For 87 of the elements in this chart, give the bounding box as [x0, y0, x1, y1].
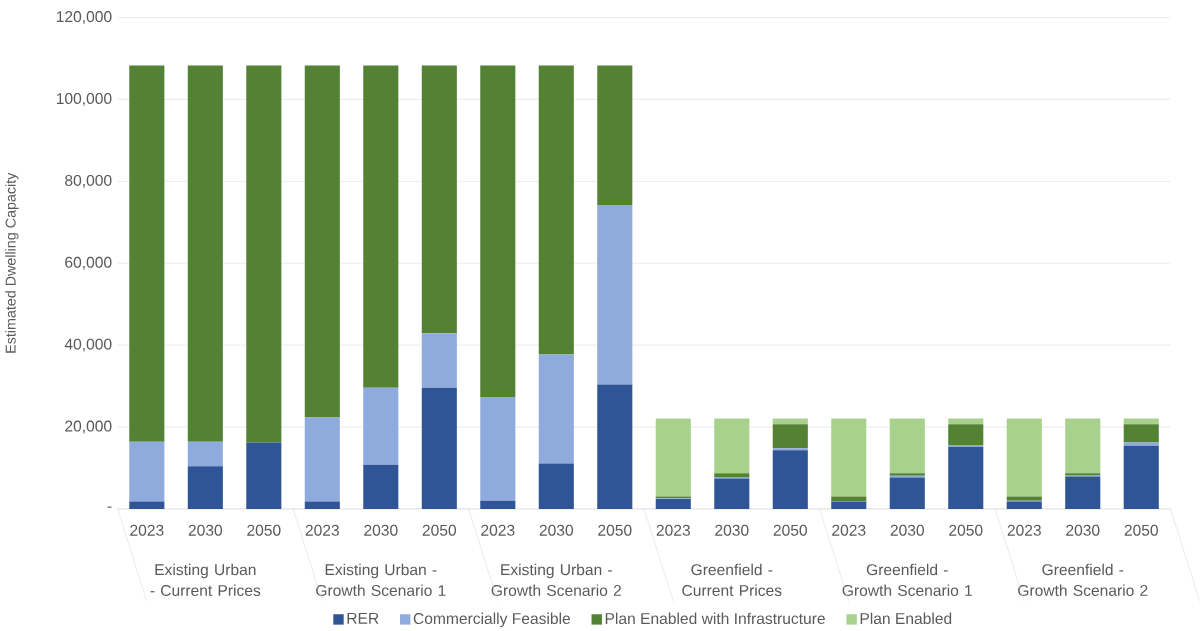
- bar: [538, 354, 574, 464]
- bar: [304, 417, 340, 502]
- bar: [831, 501, 867, 509]
- bar: [1006, 418, 1042, 497]
- x-tick-label: 2050: [773, 524, 808, 536]
- x-tick-label: 2050: [247, 524, 281, 536]
- text: Existing Urban - Growth Scenario 2: [491, 563, 621, 596]
- bar: [187, 441, 223, 467]
- x-tick-label: 2023: [656, 524, 690, 536]
- bar: [948, 444, 984, 447]
- text: Greenfield - Current Prices: [682, 563, 782, 596]
- bar: [538, 65, 574, 355]
- bar: [1123, 442, 1159, 446]
- text: Existing Urban - Current Prices: [150, 563, 261, 596]
- bar: [304, 501, 340, 509]
- x-tick-label: 2030: [1066, 524, 1100, 536]
- bar: [246, 65, 282, 443]
- bar: [363, 464, 399, 509]
- x-tick-label: 2023: [305, 524, 339, 536]
- bar: [1006, 496, 1042, 501]
- bar: [304, 65, 340, 418]
- bar: [655, 498, 691, 509]
- bar: [480, 396, 516, 501]
- bar: [187, 65, 223, 442]
- text: Greenfield - Growth Scenario 1: [842, 563, 972, 596]
- bar: [772, 418, 808, 424]
- bar: [363, 387, 399, 465]
- bar: [889, 477, 925, 509]
- y-tick-label: 100,000: [56, 92, 112, 106]
- y-axis-title: Estimated Dwelling Capacity: [5, 172, 19, 353]
- bar: [421, 333, 457, 388]
- bar: [1065, 418, 1101, 474]
- text: Existing Urban - Growth Scenario 1: [316, 563, 446, 596]
- bar: [1123, 423, 1159, 443]
- bar: [1123, 418, 1159, 424]
- bar: [831, 418, 867, 497]
- x-tick-label: 2030: [715, 524, 749, 536]
- bar: [480, 65, 516, 397]
- x-tick-label: 2030: [188, 524, 223, 536]
- legend-label: Plan Enabled with Infrastructure: [605, 612, 825, 624]
- x-tick-label: 2050: [1124, 524, 1158, 536]
- y-tick-label: 80,000: [65, 174, 112, 188]
- bar: [597, 204, 633, 385]
- legend-label: Plan Enabled: [860, 612, 952, 624]
- bar: [889, 418, 925, 474]
- bar: [129, 441, 165, 502]
- bar: [597, 65, 633, 205]
- bar: [421, 65, 457, 334]
- bar: [714, 478, 750, 509]
- bar: [772, 450, 808, 509]
- x-tick-label: 2030: [890, 524, 924, 536]
- bar: [187, 466, 223, 509]
- bar: [948, 446, 984, 509]
- bar: [129, 65, 165, 442]
- bar: [246, 442, 282, 509]
- bar: [363, 65, 399, 388]
- x-tick-label: 2023: [832, 524, 866, 536]
- x-tick-label: 2030: [364, 524, 398, 536]
- x-tick-label: 2023: [481, 524, 515, 536]
- bar: [772, 448, 808, 451]
- bar: [1006, 501, 1042, 509]
- x-tick-label: 2050: [598, 524, 632, 536]
- bar: [597, 384, 633, 509]
- bar: [480, 500, 516, 509]
- bar: [948, 423, 984, 445]
- y-tick-label: 20,000: [65, 420, 112, 434]
- bar: [421, 387, 457, 509]
- y-tick-label: -: [107, 506, 112, 508]
- y-tick-label: 60,000: [65, 256, 112, 270]
- legend-label: RER: [347, 612, 379, 624]
- bar: [1123, 445, 1159, 509]
- bar: [129, 501, 165, 509]
- y-tick-label: 120,000: [56, 10, 112, 24]
- bar: [714, 418, 750, 474]
- bar: [1065, 476, 1101, 509]
- x-tick-label: 2023: [1007, 524, 1041, 536]
- y-tick-label: 40,000: [64, 338, 112, 352]
- bar: [538, 463, 574, 509]
- legend-label: Commercially Feasible: [413, 612, 571, 627]
- x-tick-label: 2023: [130, 524, 164, 536]
- text: Greenfield - Growth Scenario 2: [1018, 563, 1148, 596]
- bar: [948, 418, 984, 424]
- x-tick-label: 2030: [539, 524, 574, 536]
- bar: [655, 418, 691, 497]
- x-tick-label: 2050: [422, 524, 457, 536]
- x-tick-label: 2050: [949, 524, 983, 536]
- bar: [772, 423, 808, 449]
